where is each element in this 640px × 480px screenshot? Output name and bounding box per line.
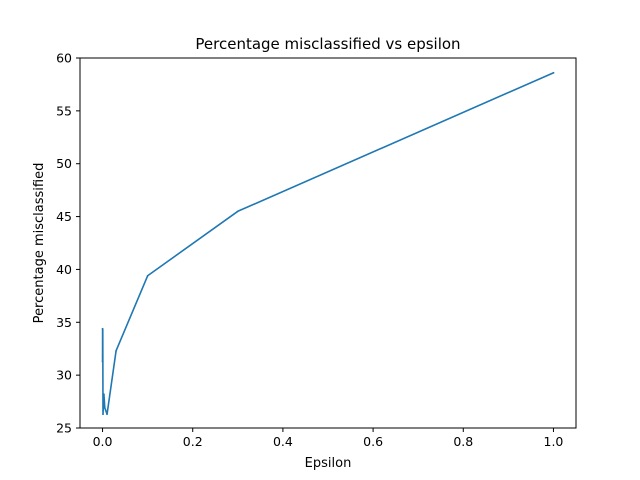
data-point <box>103 393 105 395</box>
data-point <box>104 407 106 409</box>
y-tick-label: 35 <box>56 315 72 330</box>
data-point <box>237 210 239 213</box>
data-point <box>106 413 108 416</box>
y-tick-label: 40 <box>56 262 72 277</box>
y-tick-label: 45 <box>56 209 72 224</box>
plot-area <box>101 71 555 416</box>
x-tick-label: 1.0 <box>544 434 564 449</box>
data-point <box>101 355 104 357</box>
y-tick-label: 50 <box>56 156 72 171</box>
axes-frame <box>79 57 577 429</box>
y-tick-label: 55 <box>56 103 72 118</box>
y-axis: 25 30 35 40 45 50 55 60 <box>56 51 80 436</box>
x-tick-label: 0.8 <box>453 434 473 449</box>
data-point <box>101 328 104 331</box>
x-tick-label: 0.4 <box>273 434 293 449</box>
data-point <box>102 413 104 416</box>
data-point <box>115 350 117 352</box>
x-tick-label: 0.2 <box>183 434 203 449</box>
y-tick-label: 25 <box>56 421 72 436</box>
y-tick-label: 60 <box>56 51 72 66</box>
chart-title: Percentage misclassified vs epsilon <box>195 35 460 53</box>
series-line <box>101 71 555 416</box>
data-point <box>552 72 555 74</box>
y-axis-title: Percentage misclassified <box>32 163 47 324</box>
data-point <box>146 274 149 277</box>
x-axis-title: Epsilon <box>305 456 352 471</box>
x-tick-label: 0.6 <box>363 434 383 449</box>
data-point <box>101 360 104 363</box>
x-axis: 0.0 0.2 0.4 0.6 0.8 1.0 <box>93 428 564 449</box>
y-tick-label: 30 <box>56 368 72 383</box>
x-tick-label: 0.0 <box>93 434 113 449</box>
